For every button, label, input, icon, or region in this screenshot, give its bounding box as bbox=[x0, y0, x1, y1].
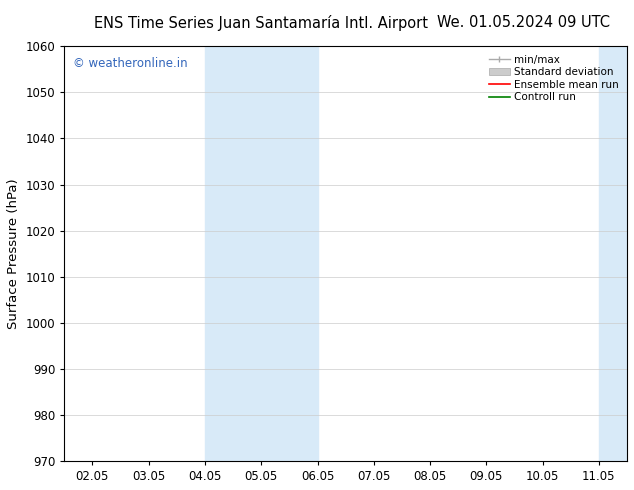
Bar bbox=[599, 46, 630, 461]
Y-axis label: Surface Pressure (hPa): Surface Pressure (hPa) bbox=[7, 178, 20, 329]
Bar bbox=[205, 46, 318, 461]
Text: We. 01.05.2024 09 UTC: We. 01.05.2024 09 UTC bbox=[437, 15, 610, 30]
Text: © weatheronline.in: © weatheronline.in bbox=[73, 57, 187, 70]
Text: ENS Time Series Juan Santamaría Intl. Airport: ENS Time Series Juan Santamaría Intl. Ai… bbox=[94, 15, 428, 31]
Legend: min/max, Standard deviation, Ensemble mean run, Controll run: min/max, Standard deviation, Ensemble me… bbox=[486, 51, 622, 105]
